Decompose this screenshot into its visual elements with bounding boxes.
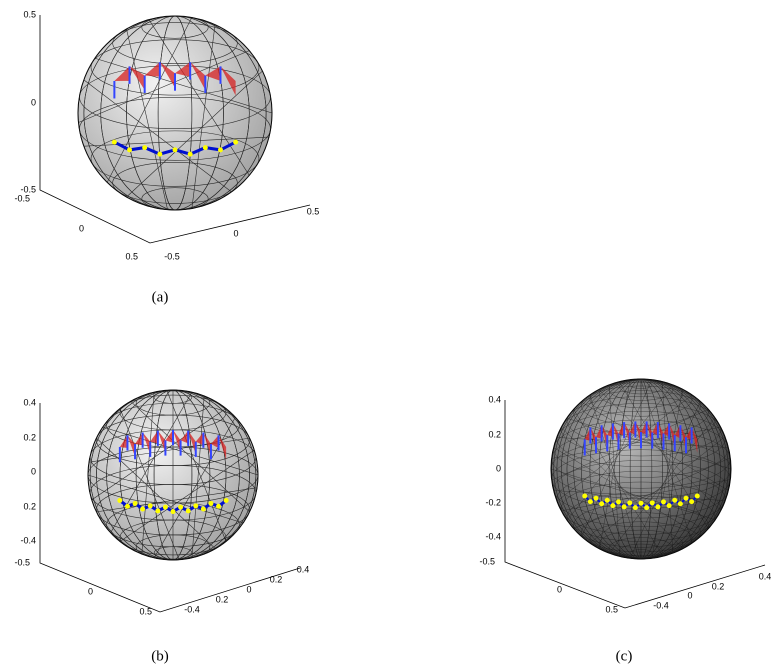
chain-node	[678, 501, 683, 506]
y-tick-label: 0	[687, 590, 692, 600]
caption: (b)	[151, 648, 169, 664]
x-tick-label: 0.5	[125, 251, 138, 261]
z-tick-label: -0.2	[485, 497, 501, 507]
chain-node	[599, 501, 604, 506]
chain-node	[695, 494, 700, 499]
x-tick-label: 0	[88, 586, 93, 596]
x-tick-label: -0.5	[14, 193, 30, 203]
panel: 0.4 0.2 0 -0.2 -0.4 -0.5 0 0.5 -0.4 0 0.2 0.4 (c)	[479, 379, 771, 664]
chain-node	[133, 501, 138, 506]
chain-node	[157, 152, 162, 157]
panel: 0.50-0.5-0.500.5-0.500.5(a)	[14, 9, 319, 305]
chain-node	[148, 503, 153, 508]
y-tick-label: 0	[246, 584, 251, 594]
panel: 0.4 0.2 0 0.2 -0.4 -0.5 0 0.5 -0.4 0.2 0 0.2 0.4 (b)	[14, 390, 309, 664]
chain-node	[188, 152, 193, 157]
y-tick-label: 0.2	[270, 574, 283, 584]
chain-node	[178, 505, 183, 510]
chain-node	[142, 145, 147, 150]
z-tick-label: -0.4	[20, 535, 36, 545]
chain-node	[633, 505, 638, 510]
chain-node	[605, 498, 610, 503]
z-tick-label: -0.4	[485, 531, 501, 541]
chain-node	[140, 506, 145, 511]
chain-node	[622, 504, 627, 509]
chain-node	[216, 504, 221, 509]
y-tick-label: 0.4	[297, 564, 310, 574]
y-tick-label: 0.4	[759, 571, 772, 581]
z-tick-label: 0.2	[23, 501, 36, 511]
x-tick-label: 0	[79, 223, 84, 233]
z-tick-label: 0.2	[488, 429, 501, 439]
z-tick-label: 0	[496, 463, 501, 473]
y-tick-label: 0.5	[307, 206, 320, 216]
chain-node	[117, 498, 122, 503]
y-tick-label: -0.4	[184, 604, 200, 614]
chain-node	[127, 147, 132, 152]
y-tick-label: -0.5	[164, 251, 180, 261]
chain-node	[616, 499, 621, 504]
figure: 0.5 0 -0.5 -0.5 0 0.5 -0.5 0 0.5 (a) 0.4 0.2 0 0.2 -0.…	[0, 0, 776, 670]
chain-node	[193, 503, 198, 508]
z-tick-label: -0.5	[14, 557, 30, 567]
chain-node	[689, 499, 694, 504]
z-tick-label: 0.5	[23, 9, 36, 19]
z-tick-label: -0.5	[479, 556, 495, 566]
chain-node	[112, 140, 117, 145]
z-tick-label: 0	[31, 97, 36, 107]
chain-node	[163, 505, 168, 510]
chain-node	[208, 501, 213, 506]
chain-node	[650, 500, 655, 505]
chain-node	[661, 499, 666, 504]
chain-node	[672, 498, 677, 503]
chain-node	[639, 501, 644, 506]
y-tick-label: 0	[233, 228, 238, 238]
chain-node	[224, 498, 229, 503]
chain-node	[203, 145, 208, 150]
chain-node	[186, 508, 191, 513]
chain-node	[233, 140, 238, 145]
chain-node	[655, 504, 660, 509]
x-tick-label: 0.5	[139, 606, 152, 616]
y-tick-label: 0.2	[216, 594, 229, 604]
y-tick-label: -0.4	[653, 600, 669, 610]
z-tick-label: 0	[31, 466, 36, 476]
chain-node	[667, 503, 672, 508]
chain-node	[610, 503, 615, 508]
chain-node	[594, 496, 599, 501]
chain-node	[171, 509, 176, 514]
z-tick-label: 0.4	[23, 397, 36, 407]
chain-node	[588, 499, 593, 504]
chain-node	[155, 508, 160, 513]
y-tick-label: 0.2	[712, 581, 725, 591]
z-tick-label: 0.2	[23, 432, 36, 442]
chain-node	[627, 500, 632, 505]
chain-node	[644, 505, 649, 510]
chain-node	[218, 147, 223, 152]
caption: (c)	[616, 648, 633, 664]
caption: (a)	[152, 289, 169, 305]
sphere	[78, 16, 272, 210]
chain-node	[201, 506, 206, 511]
chain-node	[173, 147, 178, 152]
x-tick-label: 0.5	[605, 604, 618, 614]
chain-node	[582, 494, 587, 499]
z-tick-label: 0.4	[488, 394, 501, 404]
chain-node	[684, 496, 689, 501]
x-tick-label: 0	[557, 584, 562, 594]
chain-node	[125, 504, 130, 509]
